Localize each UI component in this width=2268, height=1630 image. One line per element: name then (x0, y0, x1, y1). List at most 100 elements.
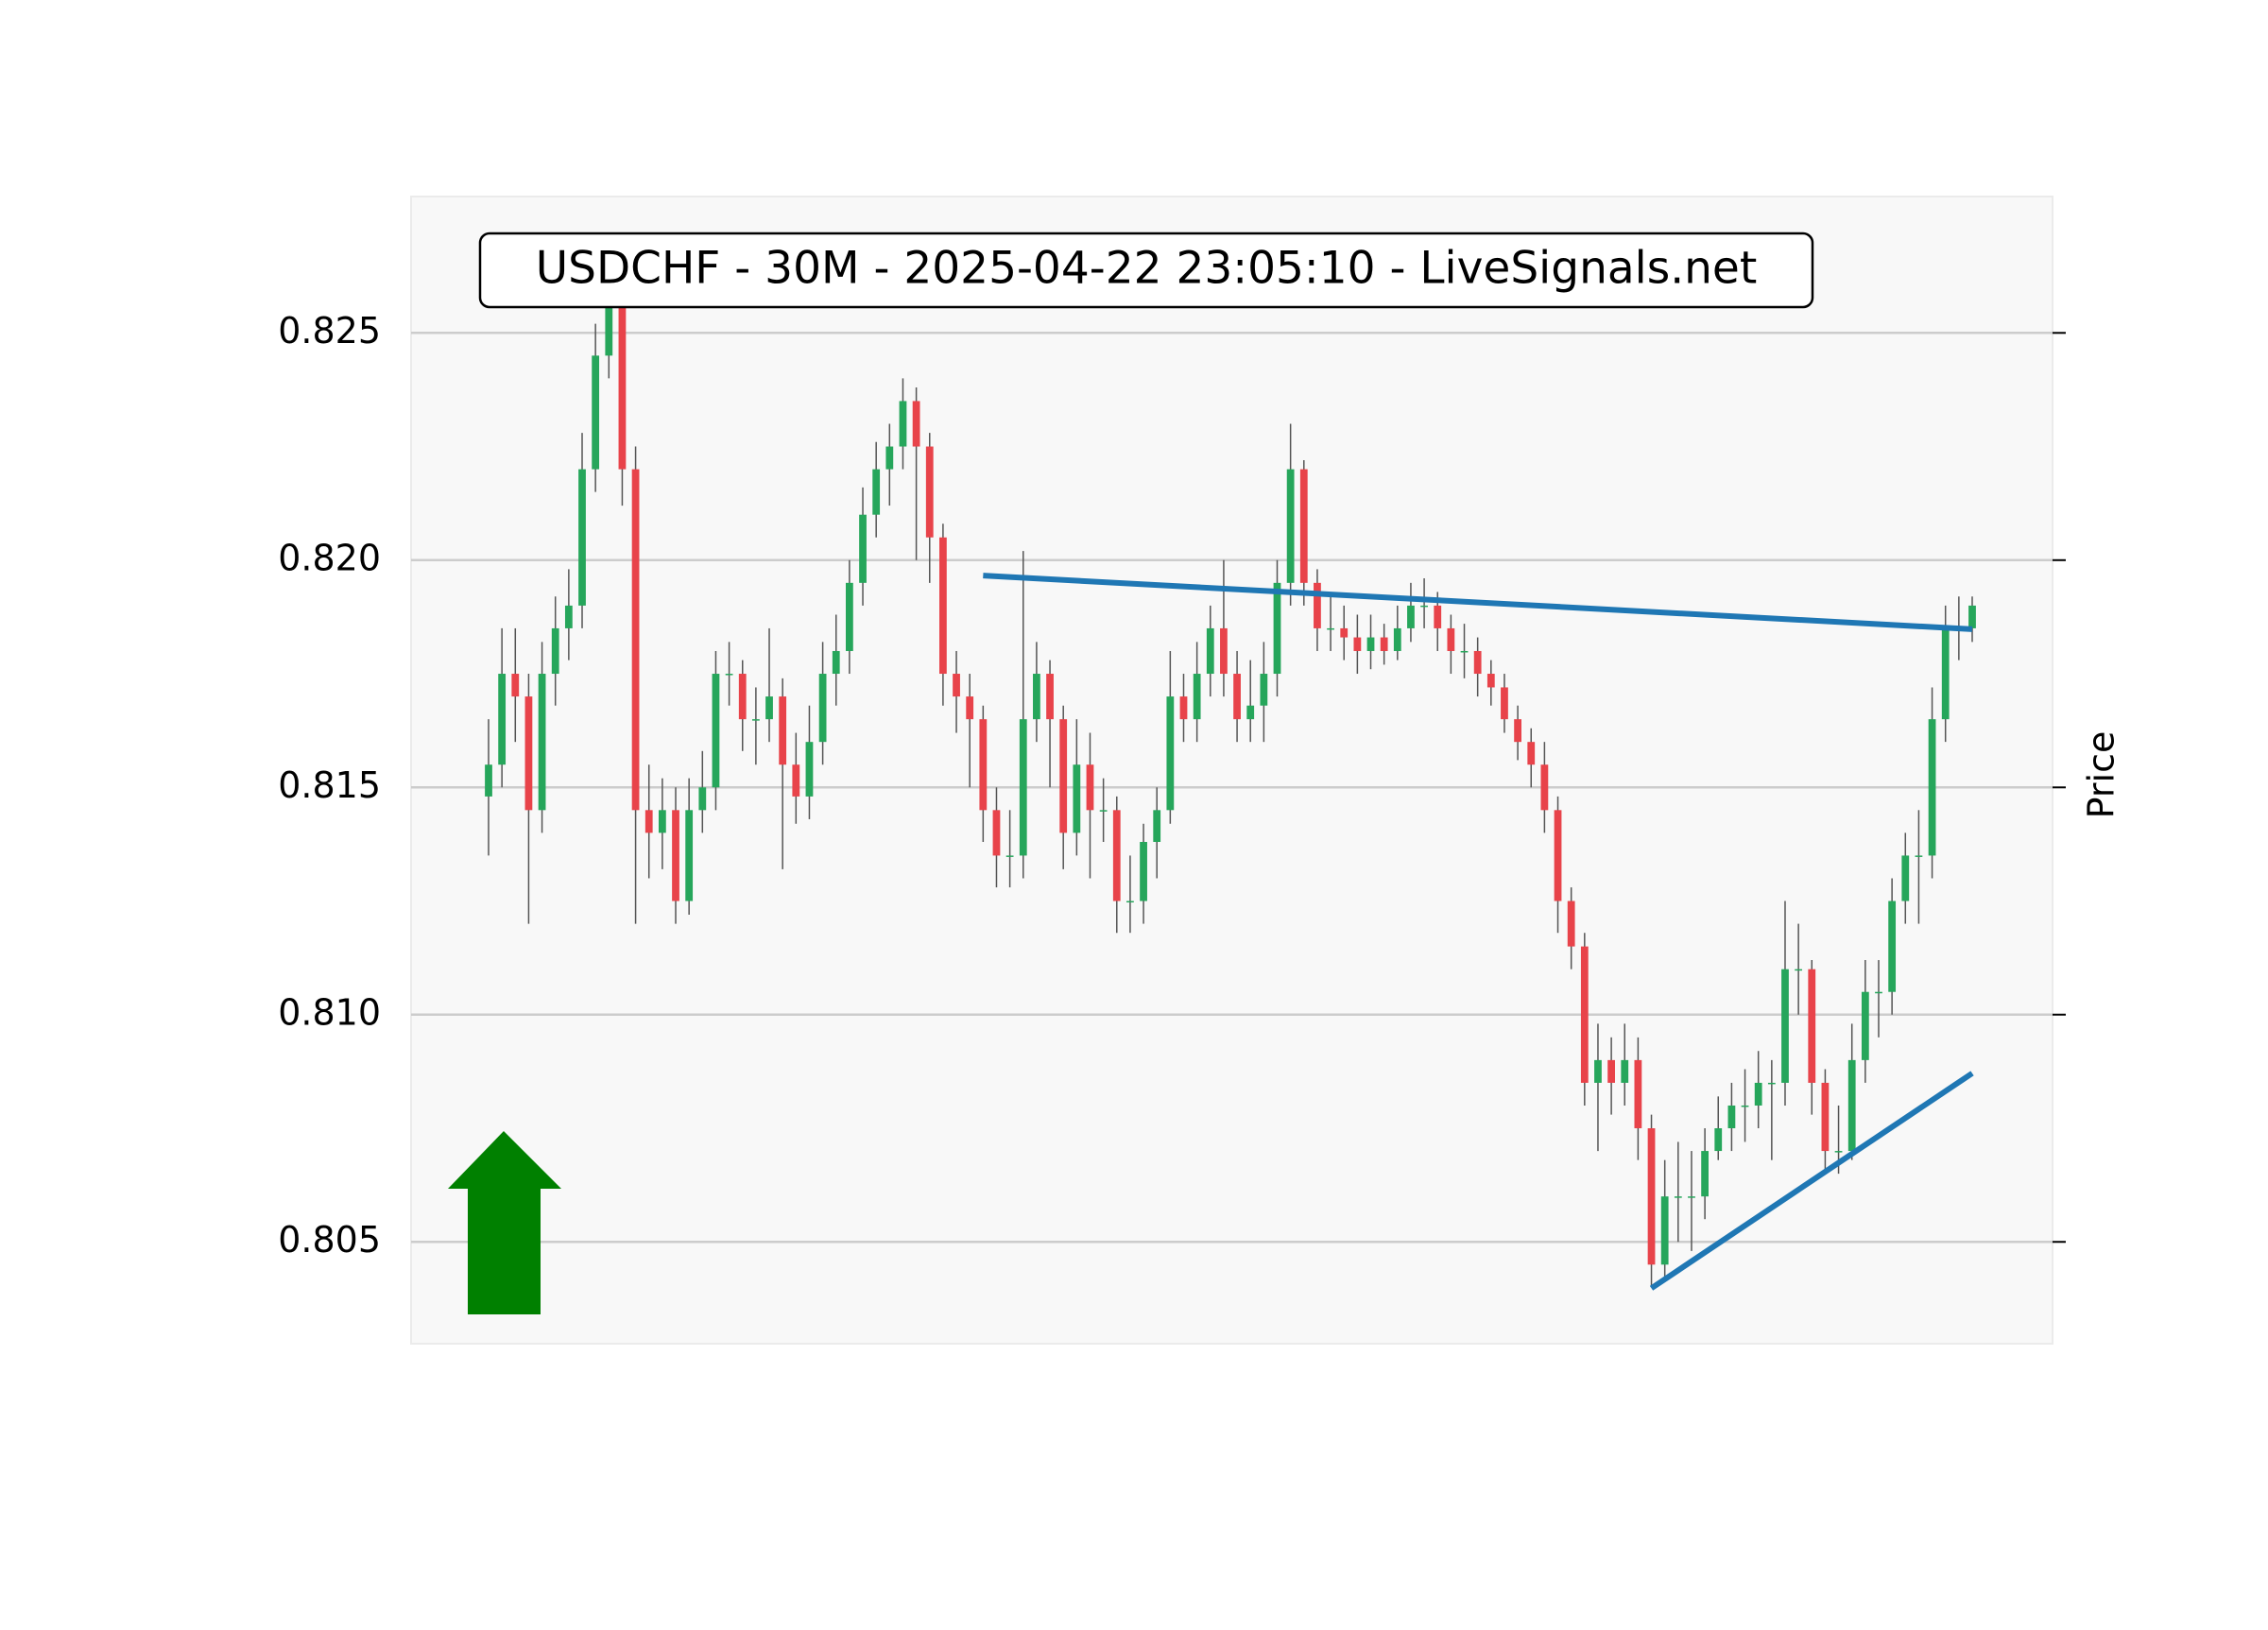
candle-body (698, 787, 707, 811)
candle-body (1660, 1196, 1669, 1265)
candle-body (1206, 627, 1214, 675)
candle-body (1099, 810, 1108, 812)
candle-body (1928, 719, 1936, 856)
candle-body (1260, 674, 1268, 706)
candle-body (605, 287, 613, 356)
candle-body (1420, 605, 1428, 608)
candle-body (1380, 637, 1388, 651)
candle-body (1540, 764, 1549, 811)
candle-body (1607, 1059, 1615, 1083)
candle-body (859, 514, 867, 583)
candle-body (1621, 1059, 1629, 1083)
candle-body (1140, 841, 1147, 901)
candle-body (765, 696, 773, 720)
y-tick-label: 0.820 (278, 537, 381, 578)
candle-body (511, 674, 520, 697)
candle-body (1647, 1128, 1656, 1265)
candle-body (1273, 582, 1281, 675)
candle-body (685, 810, 694, 901)
candle-body (592, 355, 600, 470)
candle-body (1795, 969, 1803, 971)
candle-body (658, 810, 666, 833)
candle-body (1634, 1059, 1642, 1129)
candle-body (1554, 810, 1562, 901)
candle-body (524, 696, 533, 811)
y-tick-label: 0.810 (278, 991, 381, 1033)
candle-body (1741, 1105, 1749, 1107)
y-tick-label: 0.805 (278, 1219, 381, 1261)
candle-body (1674, 1196, 1682, 1198)
candle-body (1220, 627, 1228, 675)
candles (485, 250, 1976, 1288)
candle-body (1915, 855, 1923, 857)
candle-body (1861, 991, 1869, 1060)
candle-body (1567, 901, 1575, 947)
candle-body (712, 674, 720, 788)
trendline (1649, 1071, 1974, 1291)
y-axis-label: Price (2081, 731, 2122, 819)
candle-body (1193, 674, 1201, 720)
candle-body (1153, 810, 1161, 842)
candle-body (1233, 674, 1241, 720)
candle-body (485, 764, 492, 797)
candle-body (1179, 696, 1188, 720)
candle-body (538, 674, 546, 811)
candle-body (1073, 764, 1081, 833)
candle-body (1808, 969, 1816, 1083)
candle-body (805, 742, 814, 797)
candle-body (1473, 650, 1482, 675)
candle-body (846, 582, 853, 651)
candle-body (672, 810, 679, 901)
candle-body (1366, 637, 1375, 651)
candle-body (1112, 810, 1121, 901)
candle-body (899, 401, 907, 447)
candle-body (1594, 1059, 1602, 1083)
candle-body (1501, 687, 1508, 720)
grid (411, 332, 2066, 1244)
candle-body (1821, 1082, 1830, 1152)
trendlines (983, 573, 1974, 1291)
candle-body (1353, 637, 1362, 651)
candle-body (885, 446, 894, 470)
candle-body (1314, 582, 1321, 628)
candle-body (1714, 1128, 1723, 1152)
candle-body (1901, 855, 1910, 901)
candle-body (953, 674, 960, 697)
candle-body (1126, 901, 1134, 903)
candle-body (1486, 674, 1495, 688)
candle-body (1968, 605, 1976, 628)
candle-body (779, 696, 787, 765)
candle-body (1434, 605, 1442, 628)
candle-body (1847, 1059, 1856, 1152)
candle-body (1767, 1082, 1776, 1085)
candle-body (925, 446, 934, 538)
candle-body (912, 401, 920, 447)
candle-body (551, 627, 559, 675)
candle-body (564, 605, 573, 628)
candle-body (992, 810, 1001, 856)
candle-body (1407, 605, 1415, 628)
candle-body (498, 674, 507, 765)
candle-body (1888, 901, 1897, 992)
candle-body (1286, 469, 1295, 583)
trendline (983, 573, 1973, 632)
candle-body (578, 469, 586, 606)
candle-body (792, 764, 800, 797)
candle-body (1580, 946, 1589, 1083)
signal-arrow (448, 1131, 561, 1314)
candle-body (1460, 650, 1469, 653)
candle-body (1246, 705, 1255, 720)
candle-body (1447, 627, 1455, 651)
candle-body (1834, 1151, 1843, 1153)
title-box (478, 232, 1814, 309)
candle-body (631, 469, 640, 811)
candle-body (751, 719, 760, 721)
candle-body (1033, 674, 1040, 720)
candle-body (818, 674, 827, 743)
candle-body (725, 674, 733, 676)
candle-body (1340, 627, 1349, 638)
candle-body (832, 650, 840, 675)
candle-body (1019, 719, 1027, 856)
candle-body (1166, 696, 1175, 811)
